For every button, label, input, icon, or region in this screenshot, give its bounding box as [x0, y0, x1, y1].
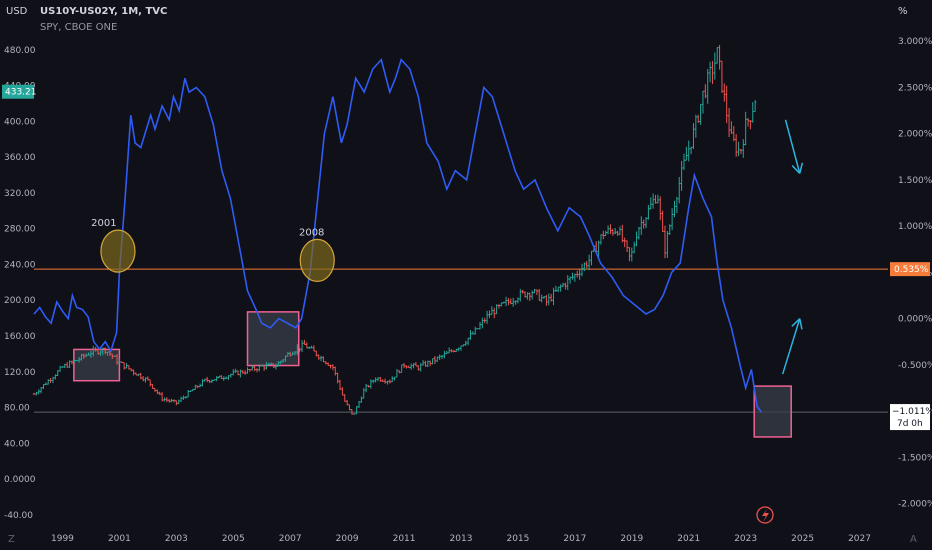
x-tick-label: 2015 — [506, 534, 529, 544]
arrow-head — [799, 162, 804, 174]
left-axis: 480.00440.00400.00360.00320.00280.00240.… — [4, 46, 36, 521]
lightning-icon[interactable] — [756, 506, 774, 524]
lightning-icon-ring — [756, 506, 774, 524]
x-tick-label: 2019 — [620, 534, 643, 544]
left-tick-label: 240.00 — [4, 260, 36, 270]
arrow-shaft — [784, 119, 801, 174]
corner-label-right[interactable]: A — [910, 534, 917, 545]
price-badges: 433.21 0.535% −1.011% 7d 0h — [2, 84, 932, 431]
highlight-boxes — [73, 311, 792, 438]
highlight-circle — [299, 238, 335, 282]
reference-lines — [34, 268, 888, 413]
bar-countdown: 7d 0h — [897, 419, 923, 429]
x-tick-label: 2007 — [279, 534, 302, 544]
sub-symbol-title[interactable]: SPY, CBOE ONE — [40, 22, 118, 33]
annotation-labels: 2001 2008 — [91, 218, 324, 238]
right-tick-label: 1.000% — [898, 222, 932, 232]
left-tick-label: 280.00 — [4, 225, 36, 235]
left-axis-unit: USD — [6, 6, 28, 17]
year-annotation-label: 2001 — [91, 218, 116, 229]
right-tick-label: -2.000% — [898, 500, 932, 510]
x-tick-label: 2001 — [108, 534, 131, 544]
right-tick-label: 2.500% — [898, 83, 932, 93]
left-tick-label: 120.00 — [4, 368, 36, 378]
spread-last-badge — [890, 404, 930, 431]
left-tick-label: 320.00 — [4, 189, 36, 199]
arrow-head — [799, 318, 803, 330]
arrow-shaft — [781, 318, 801, 375]
x-tick-label: 2025 — [791, 534, 814, 544]
right-tick-label: 3.000% — [898, 37, 932, 47]
left-tick-label: 40.00 — [4, 439, 30, 449]
year-annotation-label: 2008 — [299, 227, 324, 238]
arrow-head — [791, 164, 801, 174]
x-tick-label: 2021 — [677, 534, 700, 544]
highlight-circle — [100, 229, 136, 273]
left-tick-label: 0.0000 — [4, 475, 36, 485]
symbol-title[interactable]: US10Y-US02Y, 1M, TVC — [40, 6, 168, 17]
level-badge — [890, 262, 930, 277]
spread-last-value: −1.011% — [892, 407, 932, 417]
left-tick-label: -40.00 — [4, 511, 33, 521]
spy-last-value: 433.21 — [5, 88, 37, 98]
right-tick-label: 0.000% — [898, 315, 932, 325]
right-tick-label: 2.000% — [898, 130, 932, 140]
left-tick-label: 200.00 — [4, 296, 36, 306]
x-tick-label: 2017 — [563, 534, 586, 544]
spread-line — [33, 58, 762, 413]
spy-last-badge — [2, 84, 34, 99]
x-tick-label: 2027 — [848, 534, 871, 544]
highlight-box — [246, 311, 300, 367]
left-tick-label: 160.00 — [4, 332, 36, 342]
corner-label-left[interactable]: Z — [8, 534, 15, 545]
right-tick-label: 1.500% — [898, 176, 932, 186]
x-tick-label: 2013 — [450, 534, 473, 544]
x-tick-label: 2011 — [393, 534, 416, 544]
right-tick-label: -0.500% — [898, 361, 932, 371]
right-axis-unit: % — [898, 6, 908, 17]
highlight-circles — [100, 229, 335, 282]
x-tick-label: 2023 — [734, 534, 757, 544]
left-tick-label: 360.00 — [4, 153, 36, 163]
x-tick-label: 2009 — [336, 534, 359, 544]
x-tick-label: 2005 — [222, 534, 245, 544]
left-tick-label: 480.00 — [4, 46, 36, 56]
highlight-box — [753, 385, 792, 438]
x-tick-label: 1999 — [51, 534, 74, 544]
spy-ohlc-series — [32, 44, 757, 415]
forecast-arrows — [781, 119, 804, 375]
level-value: 0.535% — [894, 265, 929, 275]
right-tick-label: -1.500% — [898, 453, 932, 463]
spread-line-series — [33, 58, 762, 413]
x-tick-label: 2003 — [165, 534, 188, 544]
lightning-icon-bolt — [762, 509, 769, 522]
left-tick-label: 400.00 — [4, 117, 36, 127]
x-axis: 1999 2001 2003 2005 2007 2009 2011 2013 2015 2017… — [51, 534, 871, 544]
arrow-head — [791, 318, 801, 327]
left-tick-label: 80.00 — [4, 404, 30, 414]
